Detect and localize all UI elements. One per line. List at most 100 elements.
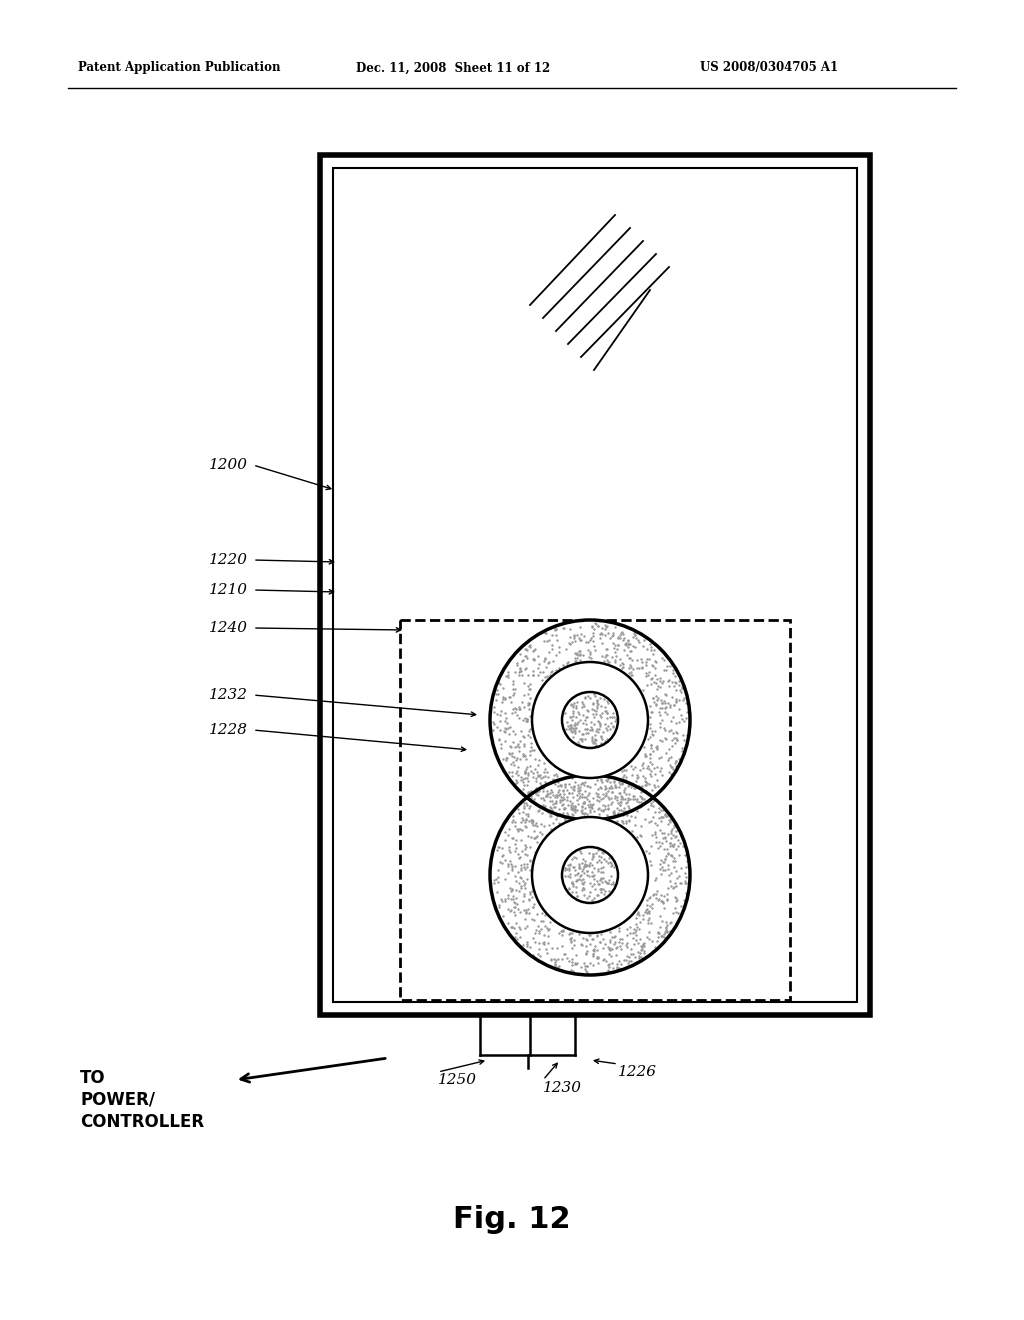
- Point: [550, 956, 566, 977]
- Circle shape: [532, 817, 648, 933]
- Point: [674, 709, 690, 730]
- Point: [653, 925, 670, 946]
- Point: [662, 812, 678, 833]
- Point: [590, 884, 606, 906]
- Point: [561, 626, 578, 647]
- Point: [580, 865, 596, 886]
- Point: [520, 826, 537, 847]
- Point: [641, 774, 657, 795]
- Point: [549, 771, 565, 792]
- Point: [637, 775, 653, 796]
- Point: [643, 701, 659, 722]
- Point: [538, 648, 554, 669]
- Point: [677, 862, 693, 883]
- Point: [516, 884, 532, 906]
- Point: [618, 759, 635, 780]
- Point: [659, 858, 676, 879]
- Point: [676, 710, 692, 731]
- Point: [507, 927, 523, 948]
- Point: [596, 697, 612, 718]
- Point: [597, 618, 613, 639]
- Point: [643, 721, 659, 742]
- Point: [519, 869, 536, 890]
- Point: [562, 796, 579, 817]
- Point: [503, 900, 519, 921]
- Point: [584, 615, 600, 636]
- Point: [503, 888, 519, 909]
- Point: [579, 775, 595, 796]
- Point: [571, 642, 588, 663]
- Point: [565, 873, 582, 894]
- Point: [653, 911, 670, 932]
- Point: [585, 623, 601, 644]
- Point: [516, 886, 532, 907]
- Point: [587, 879, 603, 900]
- Point: [599, 719, 615, 741]
- Point: [573, 787, 590, 808]
- Point: [537, 789, 553, 810]
- Point: [500, 884, 516, 906]
- Point: [620, 789, 636, 810]
- Point: [518, 843, 535, 865]
- Point: [530, 920, 547, 941]
- Point: [603, 952, 620, 973]
- Point: [586, 800, 602, 821]
- Point: [583, 717, 599, 738]
- Point: [563, 927, 580, 948]
- Point: [573, 697, 590, 718]
- Point: [597, 644, 613, 665]
- Point: [620, 630, 636, 651]
- Point: [510, 764, 526, 785]
- Text: US 2008/0304705 A1: US 2008/0304705 A1: [700, 62, 838, 74]
- Point: [542, 783, 558, 804]
- Point: [648, 826, 665, 847]
- Point: [563, 937, 580, 958]
- Point: [571, 649, 588, 671]
- Point: [653, 672, 670, 693]
- Point: [513, 770, 529, 791]
- Point: [593, 777, 609, 799]
- Point: [540, 932, 556, 953]
- Point: [517, 873, 534, 894]
- Point: [504, 762, 520, 783]
- Point: [516, 796, 532, 817]
- Point: [511, 696, 527, 717]
- Point: [538, 785, 554, 807]
- Point: [654, 800, 671, 821]
- Point: [589, 690, 605, 711]
- Point: [582, 688, 598, 709]
- Point: [626, 758, 642, 779]
- Point: [510, 799, 526, 820]
- Point: [510, 737, 526, 758]
- Point: [548, 791, 564, 812]
- Point: [528, 826, 545, 847]
- Point: [627, 623, 643, 644]
- Point: [521, 882, 538, 903]
- Point: [641, 921, 657, 942]
- Point: [638, 899, 654, 920]
- Point: [604, 957, 621, 978]
- Point: [540, 801, 556, 822]
- Point: [618, 804, 635, 825]
- Point: [660, 854, 677, 875]
- Point: [562, 863, 579, 884]
- Point: [589, 948, 605, 969]
- Point: [521, 693, 538, 714]
- Point: [587, 639, 603, 660]
- Point: [568, 870, 585, 891]
- Point: [512, 867, 528, 888]
- Point: [618, 924, 635, 945]
- Point: [594, 632, 610, 653]
- Point: [636, 940, 652, 961]
- Point: [604, 781, 621, 803]
- Point: [521, 755, 538, 776]
- Point: [655, 822, 672, 843]
- Point: [586, 866, 602, 887]
- Point: [646, 639, 663, 660]
- Point: [519, 853, 536, 874]
- Point: [506, 682, 522, 704]
- Point: [634, 657, 650, 678]
- Point: [559, 795, 575, 816]
- Point: [615, 779, 632, 800]
- Point: [592, 623, 608, 644]
